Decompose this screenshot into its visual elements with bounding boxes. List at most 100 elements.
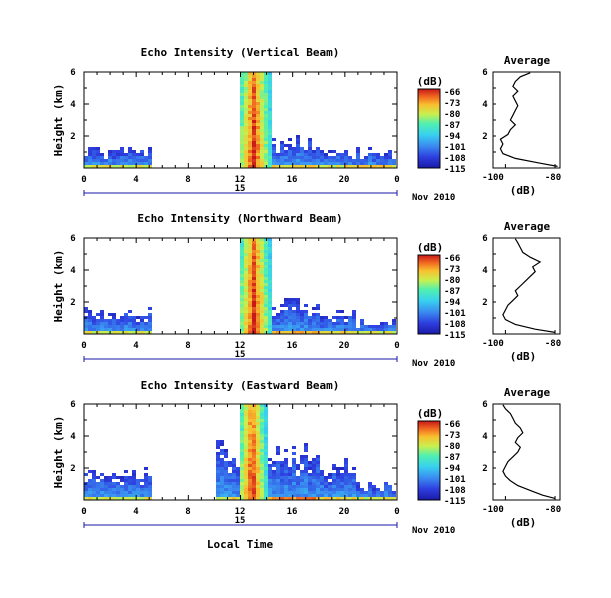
- heatmap-cell: [220, 458, 224, 461]
- heatmap-cell: [268, 470, 272, 473]
- heatmap-cell: [272, 150, 276, 153]
- heatmap-cell: [300, 479, 304, 482]
- heatmap-cell: [144, 331, 148, 334]
- heatmap-cell: [296, 298, 300, 301]
- heatmap-cell: [244, 150, 248, 153]
- heatmap-cell: [288, 488, 292, 491]
- heatmap-cell: [336, 470, 340, 473]
- heatmap-cell: [96, 476, 100, 479]
- profile-y-tick-6: 6: [482, 234, 487, 244]
- profile-x-label: (dB): [510, 184, 537, 197]
- heatmap-cell: [376, 494, 380, 497]
- heatmap-cell: [112, 485, 116, 488]
- heatmap-cell: [368, 497, 372, 500]
- heatmap-cell: [296, 162, 300, 165]
- heatmap-cell: [280, 491, 284, 494]
- heatmap-cell: [252, 283, 256, 286]
- heatmap-cell: [244, 413, 248, 416]
- heatmap-cell: [116, 476, 120, 479]
- heatmap-cell: [132, 476, 136, 479]
- heatmap-cell: [240, 286, 244, 289]
- heatmap-cell: [308, 319, 312, 322]
- y-tick-4: 4: [70, 100, 76, 110]
- heatmap-cell: [268, 488, 272, 491]
- heatmap-cell: [304, 316, 308, 319]
- heatmap-cell: [108, 488, 112, 491]
- heatmap-cell: [244, 108, 248, 111]
- heatmap-cell: [252, 470, 256, 473]
- heatmap-cell: [292, 473, 296, 476]
- heatmap-cell: [84, 491, 88, 494]
- heatmap-cell: [84, 497, 88, 500]
- heatmap-cell: [348, 165, 352, 168]
- heatmap-cell: [240, 105, 244, 108]
- heatmap-cell: [260, 458, 264, 461]
- heatmap-cell: [244, 295, 248, 298]
- heatmap-cell: [236, 497, 240, 500]
- heatmap-cell: [256, 283, 260, 286]
- heatmap-cell: [384, 322, 388, 325]
- heatmap-cell: [260, 259, 264, 262]
- heatmap-cell: [216, 482, 220, 485]
- heatmap-cell: [284, 322, 288, 325]
- heatmap-cell: [288, 301, 292, 304]
- heatmap-cell: [340, 159, 344, 162]
- heatmap-cell: [336, 316, 340, 319]
- heatmap-cell: [320, 328, 324, 331]
- heatmap-cell: [328, 165, 332, 168]
- heatmap-cell: [248, 93, 252, 96]
- heatmap-cell: [328, 159, 332, 162]
- heatmap-cell: [144, 473, 148, 476]
- heatmap-cell: [288, 165, 292, 168]
- heatmap-cell: [264, 440, 268, 443]
- heatmap-cell: [328, 319, 332, 322]
- heatmap-cell: [352, 328, 356, 331]
- heatmap-cell: [312, 494, 316, 497]
- heatmap-cell: [280, 476, 284, 479]
- x-tick-0: 0: [81, 341, 86, 351]
- heatmap-cell: [84, 165, 88, 168]
- heatmap-cell: [268, 277, 272, 280]
- heatmap-cell: [316, 316, 320, 319]
- heatmap-cell: [88, 156, 92, 159]
- heatmap-cell: [108, 156, 112, 159]
- heatmap-cell: [312, 328, 316, 331]
- heatmap-cell: [264, 298, 268, 301]
- heatmap-cell: [264, 452, 268, 455]
- heatmap-cell: [248, 147, 252, 150]
- date-month-label: Nov 2010: [412, 359, 455, 369]
- heatmap-cell: [256, 138, 260, 141]
- heatmap-cell: [348, 476, 352, 479]
- heatmap-cell: [136, 153, 140, 156]
- heatmap-cell: [308, 485, 312, 488]
- heatmap-cell: [124, 482, 128, 485]
- heatmap-cell: [128, 162, 132, 165]
- heatmap-cell: [324, 476, 328, 479]
- heatmap-cell: [368, 482, 372, 485]
- cb-tick-73: -73: [444, 265, 460, 275]
- heatmap-cell: [284, 479, 288, 482]
- heatmap-cell: [264, 96, 268, 99]
- heatmap-cell: [256, 322, 260, 325]
- heatmap-cell: [288, 322, 292, 325]
- profile-x-label: (dB): [510, 516, 537, 529]
- heatmap-cell: [256, 410, 260, 413]
- heatmap-cell: [252, 313, 256, 316]
- heatmap-cell: [256, 413, 260, 416]
- heatmap-cell: [316, 458, 320, 461]
- heatmap-cell: [236, 485, 240, 488]
- heatmap-cell: [268, 117, 272, 120]
- heatmap-cell: [244, 313, 248, 316]
- heatmap-cell: [384, 328, 388, 331]
- heatmap-cell: [292, 485, 296, 488]
- colorbar-label: (dB): [417, 241, 444, 254]
- heatmap-cell: [340, 331, 344, 334]
- heatmap-cell: [240, 476, 244, 479]
- heatmap-cell: [268, 99, 272, 102]
- heatmap-cell: [148, 153, 152, 156]
- heatmap-cell: [260, 419, 264, 422]
- heatmap-cell: [260, 301, 264, 304]
- heatmap-cell: [316, 491, 320, 494]
- heatmap-cell: [288, 467, 292, 470]
- heatmap-cell: [252, 241, 256, 244]
